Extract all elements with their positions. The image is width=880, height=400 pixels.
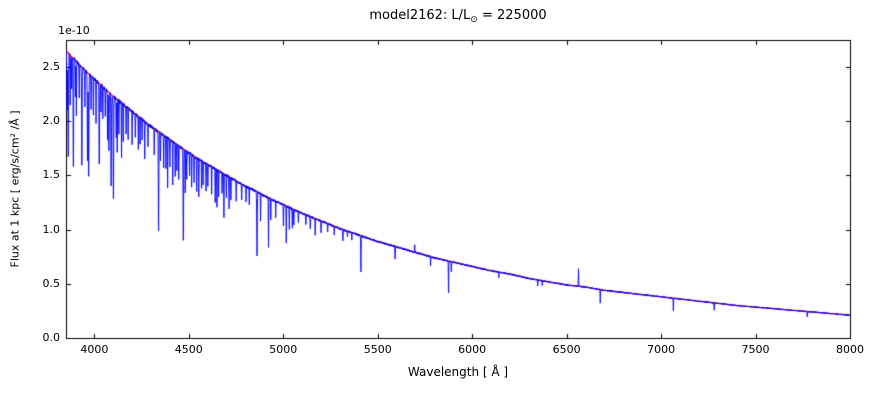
x-tick-label: 6000 bbox=[458, 343, 487, 356]
y-tick-label: 1.0 bbox=[42, 222, 61, 236]
y-tick-label: 2.5 bbox=[42, 60, 61, 74]
chart-title-value: = 225000 bbox=[477, 8, 547, 23]
x-tick-label: 5500 bbox=[363, 343, 392, 356]
x-tick-label: 5000 bbox=[269, 343, 298, 356]
x-tick-label: 8000 bbox=[836, 343, 864, 356]
y-tick-label: 0.5 bbox=[42, 276, 61, 290]
x-tick-label: 6500 bbox=[552, 343, 581, 356]
x-axis-label: Wavelength [ Å ] bbox=[407, 365, 509, 379]
x-tick-label: 4000 bbox=[80, 343, 109, 356]
x-tick-label: 7000 bbox=[647, 343, 676, 356]
x-tick-label: 4500 bbox=[174, 343, 203, 356]
chart-title-text: model2162: L/L bbox=[369, 8, 471, 23]
y-axis-label: Flux at 1 kpc [ erg/s/cm² /Å ] bbox=[8, 110, 22, 268]
y-tick-label: 2.0 bbox=[42, 114, 61, 128]
y-tick-label: 0.0 bbox=[42, 331, 61, 344]
solar-symbol: ⊙ bbox=[470, 15, 478, 25]
x-tick-label: 7500 bbox=[741, 343, 770, 356]
chart-title: model2162: L/L⊙ = 225000 bbox=[369, 8, 546, 25]
y-tick-label: 1.5 bbox=[42, 168, 61, 182]
y-axis-offset-label: 1e-10 bbox=[58, 24, 90, 37]
